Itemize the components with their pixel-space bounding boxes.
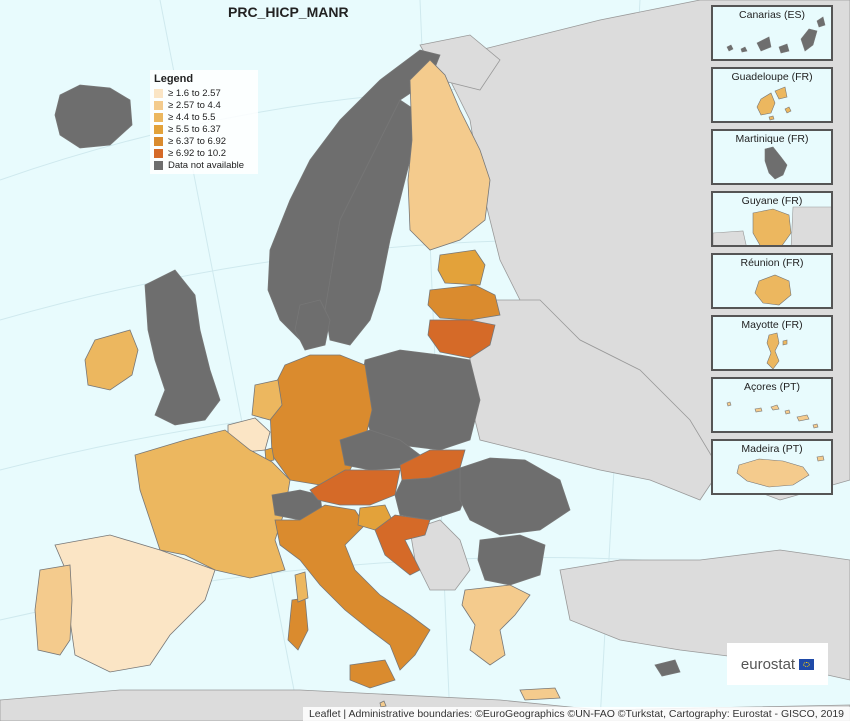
country-latvia[interactable]: [427, 284, 501, 321]
country-sardinia[interactable]: [287, 597, 309, 651]
legend-label: ≥ 1.6 to 2.57: [168, 87, 221, 99]
country-estonia[interactable]: [437, 249, 486, 286]
inset-title: Réunion (FR): [740, 257, 804, 269]
legend-label: ≥ 5.5 to 6.37: [168, 123, 221, 135]
legend-item: ≥ 1.6 to 2.57: [154, 87, 254, 99]
map-attribution: Leaflet | Administrative boundaries: ©Eu…: [302, 707, 850, 721]
inset-title: Guadeloupe (FR): [731, 71, 813, 83]
country-greece[interactable]: [461, 584, 531, 666]
inset-madeira[interactable]: Madeira (PT): [711, 439, 833, 495]
legend-item: ≥ 6.92 to 10.2: [154, 147, 254, 159]
inset-acores[interactable]: Açores (PT): [711, 377, 833, 433]
country-iceland[interactable]: [54, 84, 133, 149]
country-portugal[interactable]: [34, 564, 73, 656]
country-italy[interactable]: [274, 504, 431, 671]
inset-title: Madeira (PT): [741, 443, 803, 455]
country-sicily[interactable]: [349, 659, 396, 689]
country-ireland[interactable]: [84, 329, 139, 391]
region-belarus-ukraine[interactable]: [469, 299, 721, 501]
country-lithuania[interactable]: [427, 319, 496, 359]
legend-label: ≥ 6.92 to 10.2: [168, 147, 227, 159]
inset-guyane[interactable]: Guyane (FR): [711, 191, 833, 247]
legend-swatch: [154, 124, 163, 134]
eu-flag-icon: [799, 658, 815, 670]
country-luxembourg[interactable]: [264, 447, 275, 463]
legend-item: Data not available: [154, 159, 254, 171]
legend-swatch: [154, 136, 163, 146]
legend-item: ≥ 6.37 to 6.92: [154, 135, 254, 147]
country-finland[interactable]: [407, 59, 491, 251]
country-sweden[interactable]: [324, 99, 416, 346]
map-title: PRC_HICP_MANR: [228, 4, 349, 20]
eurostat-logo: eurostat: [727, 643, 828, 685]
legend: Legend ≥ 1.6 to 2.57 ≥ 2.57 to 4.4 ≥ 4.4…: [150, 70, 258, 174]
inset-mayotte[interactable]: Mayotte (FR): [711, 315, 833, 371]
country-france[interactable]: [134, 429, 291, 579]
inset-title: Canarias (ES): [739, 9, 805, 21]
legend-item: ≥ 4.4 to 5.5: [154, 111, 254, 123]
inset-title: Mayotte (FR): [741, 319, 803, 331]
legend-label: ≥ 4.4 to 5.5: [168, 111, 216, 123]
country-cyprus[interactable]: [654, 659, 681, 677]
country-uk[interactable]: [144, 269, 221, 426]
inset-guadeloupe[interactable]: Guadeloupe (FR): [711, 67, 833, 123]
legend-item: ≥ 5.5 to 6.37: [154, 123, 254, 135]
legend-title: Legend: [154, 73, 194, 85]
legend-swatch: [154, 88, 163, 98]
legend-swatch: [154, 100, 163, 110]
country-netherlands[interactable]: [251, 379, 283, 421]
country-romania[interactable]: [459, 457, 571, 536]
legend-swatch: [154, 112, 163, 122]
inset-martinique[interactable]: Martinique (FR): [711, 129, 833, 185]
country-croatia[interactable]: [374, 514, 431, 576]
legend-swatch: [154, 160, 163, 170]
inset-title: Guyane (FR): [741, 195, 803, 207]
legend-label: ≥ 6.37 to 6.92: [168, 135, 227, 147]
logo-text: eurostat: [740, 655, 796, 673]
legend-swatch: [154, 148, 163, 158]
legend-label: ≥ 2.57 to 4.4: [168, 99, 221, 111]
inset-title: Açores (PT): [743, 381, 800, 393]
legend-label: Data not available: [168, 159, 245, 171]
country-crete[interactable]: [519, 687, 561, 701]
country-corsica[interactable]: [294, 571, 309, 603]
inset-title: Martinique (FR): [735, 133, 809, 145]
country-malta[interactable]: [379, 700, 387, 708]
country-denmark[interactable]: [294, 299, 331, 351]
inset-canarias[interactable]: Canarias (ES): [711, 5, 833, 61]
inset-reunion[interactable]: Réunion (FR): [711, 253, 833, 309]
legend-item: ≥ 2.57 to 4.4: [154, 99, 254, 111]
country-bulgaria[interactable]: [477, 534, 546, 586]
